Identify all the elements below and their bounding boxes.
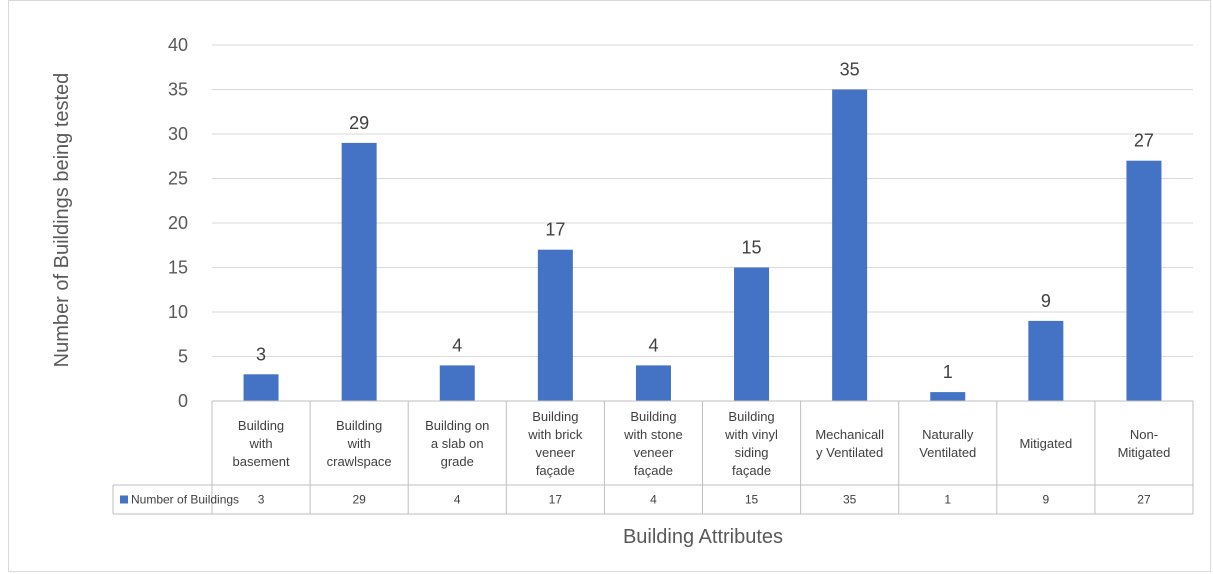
- data-label: 1: [943, 362, 953, 382]
- bar: [635, 365, 671, 401]
- data-label: 9: [1041, 291, 1051, 311]
- category-label-line: with brick: [527, 427, 583, 442]
- bar: [1028, 320, 1064, 401]
- category-label-line: Building: [728, 409, 774, 424]
- category-label-line: façade: [634, 463, 673, 478]
- category-label-line: grade: [441, 454, 474, 469]
- category-label-line: veneer: [634, 445, 674, 460]
- category-label-line: Mechanicall: [815, 427, 884, 442]
- bar: [930, 392, 966, 401]
- table-value: 4: [454, 493, 461, 507]
- category-label-line: with vinyl: [724, 427, 778, 442]
- y-tick-label: 20: [168, 213, 188, 233]
- bar: [439, 365, 475, 401]
- data-label: 17: [545, 220, 565, 240]
- category-label-line: Building on: [425, 418, 489, 433]
- bar: [1126, 160, 1162, 401]
- legend-series-name: Number of Buildings: [131, 493, 239, 507]
- bar: [243, 374, 279, 401]
- category-label: Non- Mitigated: [1118, 427, 1171, 460]
- bar: [832, 89, 868, 401]
- category-label: Building with crawlspace: [327, 418, 392, 469]
- category-label-line: Non-: [1130, 427, 1158, 442]
- category-label-line: Mitigated: [1019, 436, 1072, 451]
- y-axis-title: Number of Buildings being tested: [51, 73, 73, 368]
- category-label-line: siding: [735, 445, 769, 460]
- category-label-line: basement: [233, 454, 290, 469]
- data-labels: 3 29 4 17 4 15 35 1 9 27: [256, 60, 1154, 383]
- category-label-line: Building: [630, 409, 676, 424]
- category-label-line: y Ventilated: [816, 445, 883, 460]
- data-label: 4: [648, 335, 658, 355]
- table-value: 29: [352, 493, 366, 507]
- bars: [243, 89, 1162, 401]
- table-value: 4: [650, 493, 657, 507]
- bar: [341, 142, 377, 401]
- category-label-line: veneer: [535, 445, 575, 460]
- data-label: 4: [452, 335, 462, 355]
- x-axis-title: Building Attributes: [623, 526, 783, 548]
- category-label-line: a slab on: [431, 436, 484, 451]
- category-label-line: Naturally: [922, 427, 974, 442]
- table-value: 35: [843, 493, 857, 507]
- category-label-line: Building: [336, 418, 382, 433]
- category-label: Building with basement: [233, 418, 290, 469]
- data-label: 27: [1134, 131, 1154, 151]
- category-label: Building with vinyl siding façade: [724, 409, 778, 478]
- data-table: Building with basement Building with crawlspa…: [112, 400, 1194, 515]
- y-tick-label: 25: [168, 169, 188, 189]
- table-value: 1: [944, 493, 951, 507]
- bar: [537, 249, 573, 401]
- category-label: Mitigated: [1019, 436, 1072, 451]
- category-label-line: Building: [238, 418, 284, 433]
- table-value: 17: [549, 493, 563, 507]
- category-label-line: with stone: [623, 427, 683, 442]
- category-label: Naturally Ventilated: [919, 427, 976, 460]
- y-tick-label: 5: [178, 347, 188, 367]
- bar: [734, 267, 770, 401]
- table-value: 15: [745, 493, 759, 507]
- table-value: 27: [1137, 493, 1151, 507]
- y-tick-label: 40: [168, 35, 188, 55]
- category-label-line: Building: [532, 409, 578, 424]
- chart-frame: [8, 0, 1211, 572]
- category-label-line: façade: [536, 463, 575, 478]
- category-label: Building on a slab on grade: [425, 418, 489, 469]
- category-label-line: with: [347, 436, 371, 451]
- category-label-line: Mitigated: [1118, 445, 1171, 460]
- category-label: Building with stone veneer façade: [623, 409, 683, 478]
- category-label-line: Ventilated: [919, 445, 976, 460]
- legend-key: [120, 495, 128, 504]
- y-axis-ticks: 0 5 10 15 20 25 30 35 40: [168, 35, 188, 411]
- data-label: 15: [742, 238, 762, 258]
- y-tick-label: 30: [168, 124, 188, 144]
- y-tick-label: 0: [178, 391, 188, 411]
- y-tick-label: 10: [168, 302, 188, 322]
- table-value: 9: [1043, 493, 1050, 507]
- y-tick-label: 15: [168, 258, 188, 278]
- category-label-line: crawlspace: [327, 454, 392, 469]
- category-label-line: façade: [732, 463, 771, 478]
- table-value: 3: [258, 493, 265, 507]
- category-label-line: with: [248, 436, 272, 451]
- data-label: 3: [256, 344, 266, 364]
- category-label: Mechanicall y Ventilated: [815, 427, 884, 460]
- y-tick-label: 35: [168, 80, 188, 100]
- data-label: 29: [349, 113, 369, 133]
- data-label: 35: [840, 60, 860, 80]
- category-label: Building with brick veneer façade: [527, 409, 583, 478]
